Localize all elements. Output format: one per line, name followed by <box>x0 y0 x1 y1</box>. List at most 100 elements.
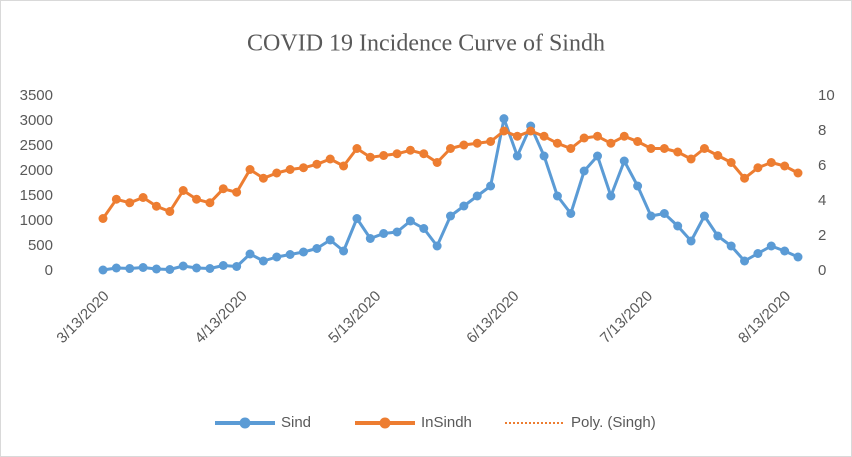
point <box>673 221 683 231</box>
point <box>726 241 736 251</box>
point <box>392 227 402 237</box>
point <box>245 165 255 174</box>
point <box>753 249 763 258</box>
point <box>178 186 188 195</box>
point <box>606 191 616 201</box>
point <box>272 168 282 178</box>
point <box>539 151 549 161</box>
point <box>740 256 750 266</box>
point <box>446 211 455 221</box>
point <box>111 194 121 204</box>
point <box>192 263 202 273</box>
point <box>392 149 402 159</box>
point <box>686 236 696 246</box>
y-tick-label: 2500 <box>20 137 53 154</box>
y2-tick-label: 10 <box>818 87 835 104</box>
point <box>472 138 482 148</box>
point <box>780 161 790 171</box>
point <box>659 209 669 218</box>
point <box>552 191 562 201</box>
point <box>552 138 562 148</box>
point <box>713 151 723 160</box>
point <box>405 145 415 155</box>
point <box>298 163 308 173</box>
point <box>432 241 442 251</box>
point <box>352 144 362 153</box>
point <box>646 211 656 221</box>
point <box>606 138 616 148</box>
point <box>339 246 349 256</box>
legend-label: InSindh <box>421 414 472 431</box>
point <box>285 250 295 259</box>
point <box>298 247 308 257</box>
y-tick-label: 3500 <box>20 87 53 104</box>
point <box>486 137 496 146</box>
point <box>419 149 429 159</box>
point <box>178 261 188 271</box>
point <box>566 209 576 218</box>
point <box>579 133 589 143</box>
point <box>192 194 202 204</box>
point <box>486 181 496 191</box>
y-tick-label: 2000 <box>20 162 53 179</box>
legend-label: Poly. (Singh) <box>571 414 656 431</box>
point <box>472 191 482 201</box>
point <box>379 151 389 160</box>
point <box>312 159 322 169</box>
point <box>379 229 389 238</box>
point <box>539 131 549 141</box>
point <box>512 131 522 141</box>
point <box>218 261 228 270</box>
y2-tick-label: 2 <box>818 227 826 244</box>
point <box>232 262 242 271</box>
point <box>98 265 108 275</box>
y-tick-label: 3000 <box>20 112 53 129</box>
point <box>499 114 509 124</box>
point <box>138 263 148 272</box>
point <box>646 144 656 153</box>
point <box>218 184 228 194</box>
legend-label: Sind <box>281 414 311 431</box>
legend-marker <box>239 417 251 429</box>
point <box>619 131 629 141</box>
point <box>499 126 509 136</box>
point <box>365 234 375 243</box>
point <box>633 181 643 191</box>
point <box>793 168 803 178</box>
point <box>659 144 669 153</box>
point <box>165 207 175 216</box>
point <box>459 201 469 211</box>
point <box>766 158 776 167</box>
point <box>633 137 643 146</box>
point <box>699 144 709 153</box>
point <box>740 173 750 183</box>
chart-title: COVID 19 Incidence Curve of Sindh <box>247 31 605 57</box>
point <box>232 187 242 197</box>
point <box>245 249 255 259</box>
point <box>352 214 362 223</box>
point <box>111 263 121 273</box>
point <box>405 216 415 226</box>
point <box>766 241 776 251</box>
point <box>780 246 790 256</box>
point <box>686 154 696 164</box>
point <box>526 126 536 136</box>
point <box>165 265 175 274</box>
point <box>325 154 335 164</box>
point <box>365 152 375 162</box>
point <box>566 144 576 153</box>
point <box>205 198 215 208</box>
point <box>726 158 736 167</box>
point <box>619 156 629 166</box>
point <box>699 211 709 221</box>
point <box>593 151 603 161</box>
point <box>446 144 455 153</box>
y2-tick-label: 6 <box>818 157 826 174</box>
point <box>793 252 803 262</box>
y-tick-label: 0 <box>45 262 53 279</box>
point <box>312 244 322 253</box>
point <box>339 161 349 171</box>
y-tick-label: 1500 <box>20 187 53 204</box>
point <box>125 264 135 273</box>
point <box>151 264 161 274</box>
